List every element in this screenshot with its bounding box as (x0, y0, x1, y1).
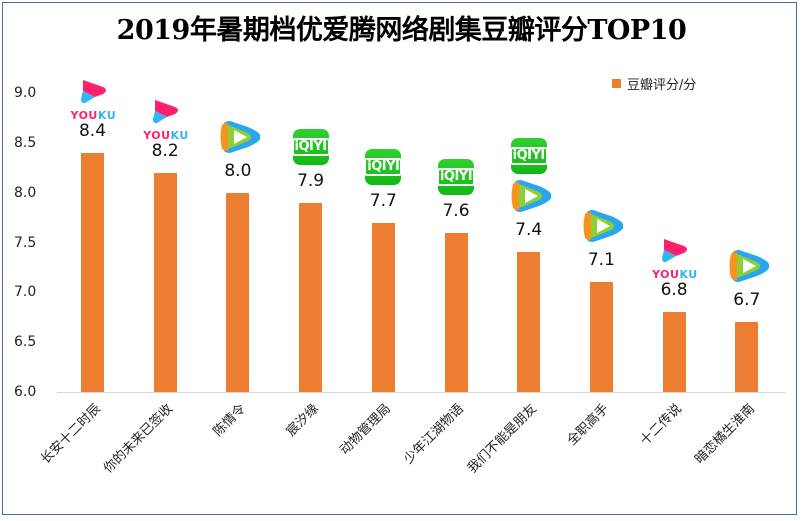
y-tick-label: 8.0 (14, 184, 37, 201)
tencent-video-logo-icon (509, 178, 553, 218)
y-tick-label: 8.5 (14, 134, 37, 151)
y-tick-label: 7.0 (14, 284, 37, 301)
iqiyi-logo-icon: iQIYI (509, 138, 548, 175)
data-label: 7.7 (369, 190, 397, 211)
y-tick-label: 6.5 (14, 334, 37, 351)
youku-mark-icon (662, 239, 688, 263)
bar[interactable] (444, 232, 468, 392)
tencent-video-logo-icon (581, 208, 625, 248)
data-label: 8.2 (151, 140, 179, 161)
youku-wordmark: YOUKU (70, 108, 117, 122)
legend-swatch (612, 79, 621, 88)
youku-mark-icon (80, 79, 106, 103)
data-label: 7.1 (587, 250, 615, 271)
bar[interactable] (735, 322, 759, 392)
youku-mark-icon (153, 99, 179, 123)
bar[interactable] (153, 172, 177, 392)
tencent-video-logo-icon (218, 119, 262, 159)
bar[interactable] (589, 282, 613, 392)
data-label: 6.7 (733, 290, 761, 311)
youku-logo-icon: YOUKU (70, 77, 117, 122)
bar[interactable] (81, 152, 104, 392)
bar[interactable] (517, 252, 541, 392)
data-label: 7.9 (297, 170, 325, 191)
bar[interactable] (226, 192, 250, 392)
x-axis-line (57, 392, 786, 393)
y-tick-label: 6.0 (14, 384, 37, 400)
bar[interactable] (662, 312, 686, 392)
data-label: 6.8 (660, 280, 688, 301)
youku-logo-icon: YOUKU (652, 236, 698, 282)
youku-wordmark: YOUKU (143, 128, 189, 142)
data-label: 7.6 (442, 200, 470, 221)
bar[interactable] (299, 202, 323, 392)
iqiyi-logo-icon: iQIYI (364, 148, 403, 185)
data-label: 8.4 (78, 120, 107, 141)
youku-wordmark: YOUKU (652, 268, 698, 282)
data-label: 8.0 (224, 160, 252, 181)
iqiyi-logo-icon: iQIYI (436, 158, 476, 195)
data-label: 7.4 (515, 220, 543, 241)
y-tick-label: 9.0 (14, 85, 37, 101)
chart-title: 2019年暑期档优爱腾网络剧集豆瓣评分TOP10 (116, 15, 687, 46)
bar[interactable] (371, 222, 395, 392)
tencent-video-logo-icon (727, 248, 771, 288)
legend[interactable]: 豆瓣评分/分 (612, 74, 696, 93)
youku-logo-icon: YOUKU (143, 97, 189, 142)
legend-label: 豆瓣评分/分 (627, 78, 697, 93)
y-tick-label: 7.5 (14, 234, 37, 251)
iqiyi-logo-icon: iQIYI (291, 128, 330, 165)
